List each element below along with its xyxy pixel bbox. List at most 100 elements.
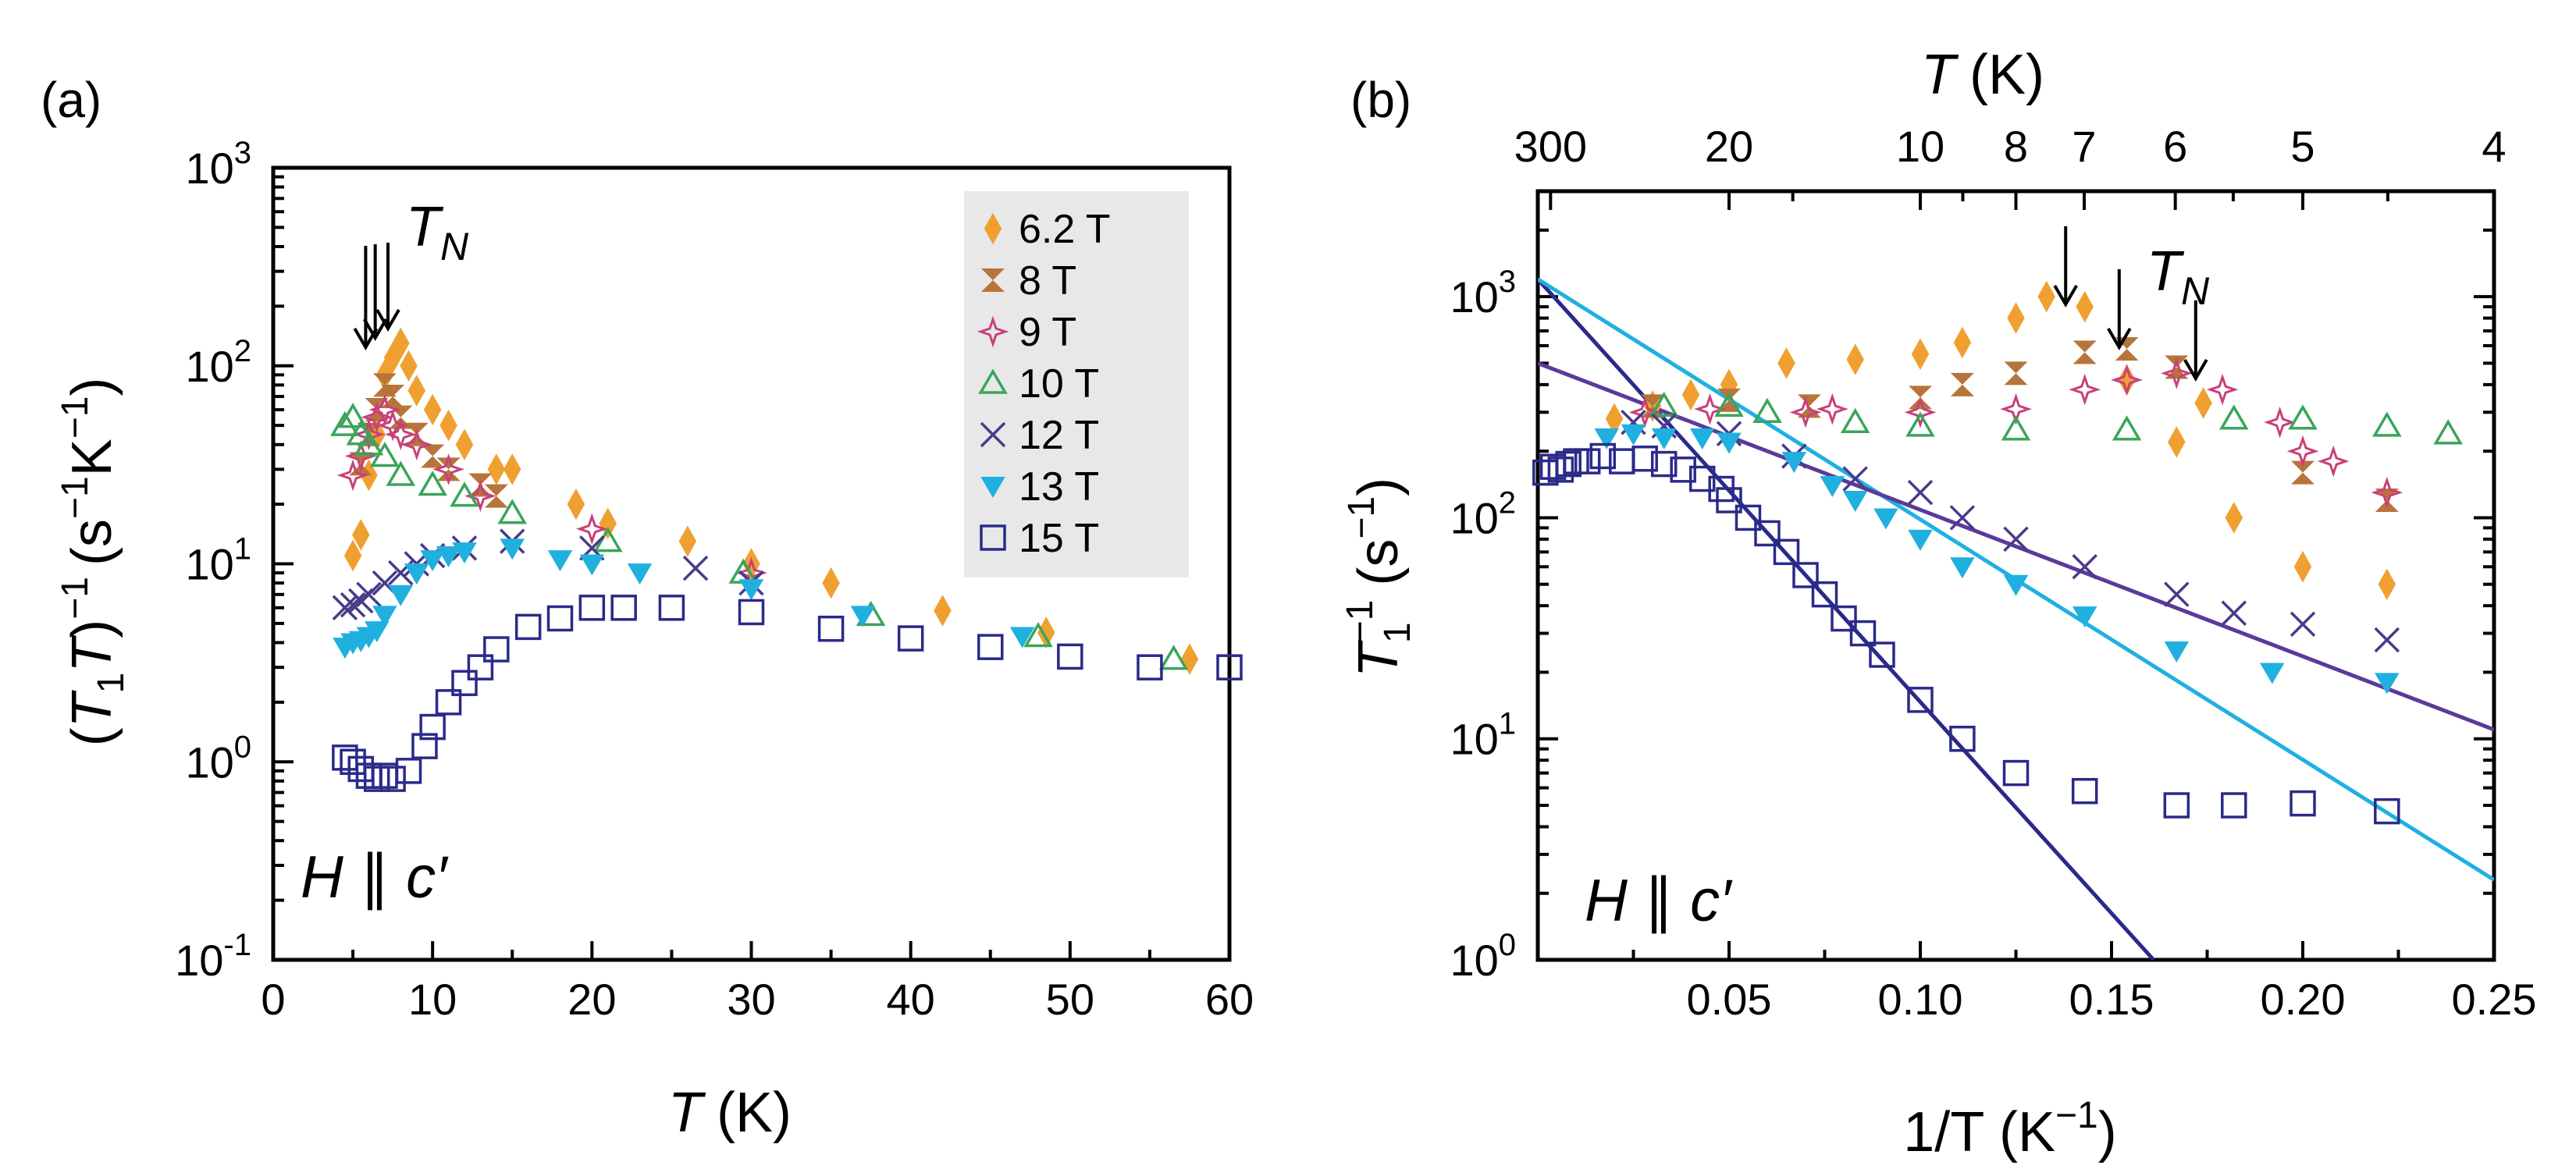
data-point: [1589, 442, 1617, 470]
data-point: [1820, 476, 1845, 498]
data-point: [2168, 426, 2186, 458]
data-point: [2004, 361, 2028, 385]
data-point: [1907, 687, 1934, 713]
top-tick-label: 4: [2482, 122, 2506, 171]
panel-a-legend-entries: 6.2 T 8 T 9 T 10 T 12 T 13 T 15 T: [977, 207, 1111, 561]
data-point: [2003, 574, 2029, 596]
panel-b-label: (b): [1350, 72, 1411, 128]
data-point: [363, 766, 390, 792]
data-point: [1792, 562, 1819, 588]
data-point: [1631, 446, 1658, 472]
data-point: [372, 606, 397, 627]
data-point: [1950, 372, 1974, 396]
panel-b-tn-label: TN: [2147, 240, 2210, 313]
data-point: [1216, 654, 1243, 680]
data-point: [353, 418, 385, 451]
legend-label: 8 T: [1019, 258, 1076, 304]
data-point: [2111, 364, 2143, 396]
data-point: [2375, 673, 2400, 695]
data-point: [346, 420, 376, 446]
legend-label: 15 T: [1019, 516, 1099, 561]
data-point: [2374, 798, 2400, 825]
data-point: [1908, 529, 1933, 551]
x-tick-label: 0.05: [1687, 975, 1772, 1024]
data-point: [514, 613, 542, 641]
data-point: [1842, 491, 1868, 513]
data-point: [336, 459, 369, 492]
x-tick-label: 0.20: [2261, 975, 2346, 1024]
top-tick-label: 6: [2163, 122, 2187, 171]
series-15T: [332, 595, 1243, 792]
data-point: [2286, 435, 2319, 467]
data-point: [1689, 428, 1715, 449]
data-point: [364, 621, 390, 643]
data-point: [1180, 643, 1199, 675]
data-point: [2194, 387, 2212, 419]
data-point: [1816, 393, 1848, 425]
panel-a-ylabel: (T1T)−1(s−1K−1): [55, 378, 132, 747]
data-point: [2076, 290, 2094, 323]
panel-b-ticks: 0.05 0.10 0.15 0.20 0.25 100 101 102 103 300 20 10 8…: [1450, 122, 2536, 1024]
y-tick-label: 100: [185, 730, 251, 787]
legend-label: 10 T: [1019, 361, 1099, 407]
data-point: [1137, 654, 1163, 680]
data-point: [738, 599, 765, 626]
data-point: [404, 563, 429, 585]
data-point: [404, 422, 429, 446]
data-point: [850, 606, 876, 627]
data-point: [386, 460, 416, 486]
data-point: [1873, 508, 1898, 530]
data-point: [2001, 415, 2031, 441]
data-point: [1752, 397, 1782, 424]
panel-a-tn-label: TN: [406, 196, 469, 268]
data-point: [2164, 641, 2190, 663]
data-point: [738, 579, 764, 601]
data-point: [2002, 759, 2030, 787]
top-tick-label: 300: [1514, 122, 1587, 171]
data-point: [1811, 581, 1838, 608]
data-point: [1694, 393, 1726, 425]
data-point: [682, 555, 709, 581]
data-point: [354, 430, 384, 456]
x-tick-label: 0.15: [2069, 975, 2154, 1024]
data-point: [468, 473, 493, 497]
data-point: [356, 581, 382, 608]
series-12T: [1621, 410, 2400, 653]
data-point: [2290, 790, 2316, 817]
data-point: [388, 584, 414, 606]
tn-arrow-head: [375, 308, 400, 332]
data-point: [547, 550, 573, 572]
data-point: [2073, 340, 2097, 364]
data-point: [678, 525, 697, 557]
data-point: [1714, 391, 1744, 417]
fit-line-15T: [1538, 278, 2155, 960]
data-point: [1949, 725, 1976, 752]
data-point: [2374, 627, 2400, 653]
panel-b-tn-arrows: [2053, 226, 2208, 382]
data-point: [627, 563, 653, 585]
data-point: [419, 713, 446, 741]
data-point: [2221, 792, 2247, 819]
data-point: [1555, 450, 1582, 478]
data-point: [1950, 557, 1975, 579]
data-point: [332, 595, 358, 621]
data-point: [1670, 457, 1696, 483]
data-point: [2433, 419, 2463, 445]
data-point: [1754, 520, 1781, 547]
data-point: [2118, 364, 2136, 396]
x-tick-label: 0.25: [2452, 975, 2537, 1024]
data-point: [343, 539, 362, 572]
y-tick-label: 103: [1450, 265, 1516, 322]
data-point: [420, 550, 445, 572]
data-point: [1907, 479, 1934, 506]
data-point: [1057, 643, 1083, 670]
data-point: [1717, 432, 1742, 454]
panel-a-tn-arrows: [353, 243, 400, 350]
data-point: [1605, 403, 1624, 435]
data-point: [1716, 487, 1742, 513]
data-point: [2371, 476, 2403, 509]
legend-label: 6.2 T: [1019, 207, 1111, 252]
panel-b-field-annotation: H ∥ c′: [1585, 868, 1733, 934]
legend-marker-9T: [977, 315, 1009, 348]
legend-marker-13T: [980, 477, 1005, 498]
